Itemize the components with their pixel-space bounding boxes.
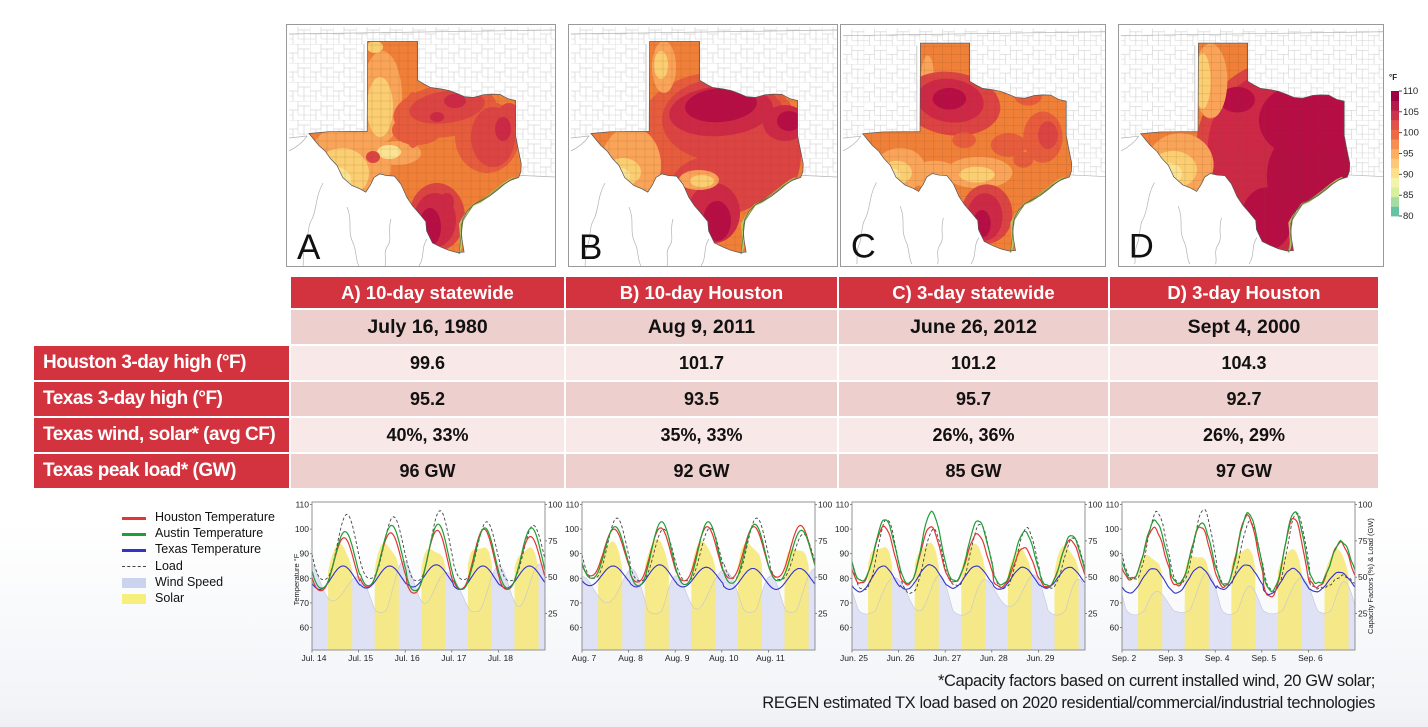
svg-text:60: 60	[840, 623, 850, 633]
svg-text:80: 80	[1110, 573, 1120, 583]
svg-text:Aug. 8: Aug. 8	[618, 653, 643, 663]
svg-text:70: 70	[840, 598, 850, 608]
svg-text:90: 90	[570, 549, 580, 559]
svg-text:100: 100	[1403, 128, 1419, 139]
svg-text:Jun. 25: Jun. 25	[840, 653, 868, 663]
svg-text:Sep. 6: Sep. 6	[1298, 653, 1323, 663]
svg-text:95: 95	[1403, 149, 1414, 160]
svg-text:85: 85	[1403, 190, 1414, 201]
svg-text:B: B	[579, 228, 602, 267]
svg-text:110: 110	[295, 500, 309, 510]
svg-text:100: 100	[1088, 500, 1102, 510]
svg-text:80: 80	[570, 573, 580, 583]
svg-text:75: 75	[1358, 536, 1368, 546]
svg-text:C: C	[851, 227, 876, 265]
svg-text:D: D	[1129, 227, 1154, 265]
svg-text:100: 100	[835, 524, 849, 534]
svg-text:25: 25	[548, 609, 558, 619]
svg-text:25: 25	[1358, 609, 1368, 619]
svg-text:110: 110	[565, 500, 579, 510]
svg-text:Aug. 10: Aug. 10	[709, 653, 739, 663]
svg-text:Aug. 11: Aug. 11	[756, 653, 785, 663]
svg-text:105: 105	[1403, 107, 1419, 118]
svg-text:80: 80	[840, 573, 850, 583]
svg-text:60: 60	[1110, 623, 1120, 633]
svg-text:90: 90	[1403, 169, 1414, 180]
svg-text:A: A	[297, 228, 321, 267]
svg-text:°F: °F	[1389, 73, 1397, 82]
svg-text:70: 70	[570, 598, 580, 608]
svg-text:Capacity Factors (%) & Load (G: Capacity Factors (%) & Load (GW)	[1366, 518, 1375, 634]
svg-text:50: 50	[1088, 572, 1098, 582]
svg-text:Aug. 9: Aug. 9	[665, 653, 690, 663]
svg-text:Jul. 14: Jul. 14	[301, 653, 326, 663]
svg-text:50: 50	[818, 572, 828, 582]
svg-text:110: 110	[1105, 500, 1119, 510]
svg-text:Jun. 26: Jun. 26	[887, 653, 915, 663]
svg-text:90: 90	[300, 549, 310, 559]
svg-text:Jul. 17: Jul. 17	[441, 653, 466, 663]
svg-text:70: 70	[300, 598, 310, 608]
svg-text:60: 60	[570, 623, 580, 633]
svg-text:Jul. 16: Jul. 16	[395, 653, 420, 663]
svg-text:75: 75	[548, 536, 558, 546]
svg-text:Sep. 5: Sep. 5	[1252, 653, 1277, 663]
svg-text:100: 100	[818, 500, 832, 510]
svg-text:100: 100	[548, 500, 562, 510]
svg-text:100: 100	[1358, 500, 1372, 510]
svg-text:Temperature °F: Temperature °F	[292, 553, 301, 605]
svg-text:25: 25	[818, 609, 828, 619]
svg-text:Jun. 27: Jun. 27	[933, 653, 961, 663]
svg-text:50: 50	[548, 572, 558, 582]
svg-text:50: 50	[1358, 572, 1368, 582]
svg-text:80: 80	[1403, 211, 1414, 222]
svg-text:100: 100	[1105, 524, 1119, 534]
svg-text:100: 100	[565, 524, 579, 534]
svg-text:Jul. 15: Jul. 15	[348, 653, 373, 663]
svg-text:75: 75	[1088, 536, 1098, 546]
svg-text:Sep. 2: Sep. 2	[1112, 653, 1137, 663]
svg-text:25: 25	[1088, 609, 1098, 619]
svg-text:80: 80	[300, 573, 310, 583]
svg-text:110: 110	[835, 500, 849, 510]
svg-text:90: 90	[840, 549, 850, 559]
svg-text:90: 90	[1110, 549, 1120, 559]
svg-text:Sep. 3: Sep. 3	[1158, 653, 1183, 663]
svg-text:Jul. 18: Jul. 18	[488, 653, 513, 663]
svg-text:Sep. 4: Sep. 4	[1205, 653, 1230, 663]
svg-text:Jun. 28: Jun. 28	[980, 653, 1008, 663]
svg-text:Jun. 29: Jun. 29	[1026, 653, 1054, 663]
svg-text:60: 60	[300, 623, 310, 633]
svg-text:100: 100	[295, 524, 309, 534]
svg-text:75: 75	[818, 536, 828, 546]
svg-text:Aug. 7: Aug. 7	[572, 653, 597, 663]
svg-text:70: 70	[1110, 598, 1120, 608]
svg-text:110: 110	[1403, 86, 1418, 97]
